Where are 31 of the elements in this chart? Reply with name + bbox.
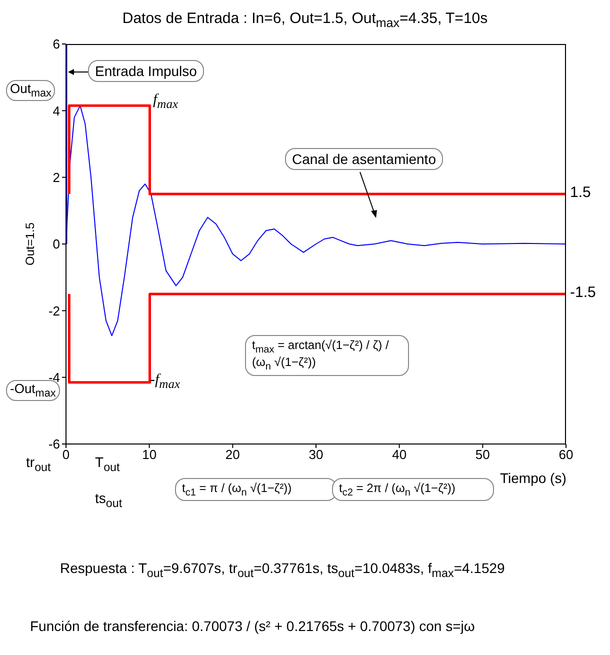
x-tick-label: 50 <box>475 447 490 462</box>
annotation: Canal de asentamiento <box>285 148 443 170</box>
x-tick-label: 10 <box>142 447 157 462</box>
annotation: Entrada Impulso <box>88 60 204 82</box>
chart-title: Datos de Entrada : In=6, Out=1.5, Out$_{max}$=4.35, T=10s <box>121 10 489 30</box>
text: ts$_{out}$ <box>95 490 122 510</box>
annotation: t$_{max}$ = arctan(√(1−ζ²) / ζ) / (ω$_{n}$ √(1−ζ²)) <box>245 335 409 376</box>
y-axis-title: Out=1.5 <box>23 222 37 266</box>
y-tick-label: 0 <box>52 236 60 252</box>
text: Out$_{max}$ <box>6 80 56 101</box>
y-tick-label: -2 <box>48 303 60 318</box>
annotation: f$_{max}$ <box>153 92 178 112</box>
x-axis-title: Tiempo (s) <box>500 470 566 486</box>
annotation: -f$_{max}$ <box>150 372 180 392</box>
text: t$_{c1}$ = π / (ω$_{n}$ √(1−ζ²)) <box>175 478 337 502</box>
x-tick-label: 60 <box>558 447 574 462</box>
text: -1.5 <box>570 284 596 301</box>
text: tr$_{out}$ <box>26 454 51 474</box>
text: Función de transferencia: 0.70073 / (s² + 0.21765s + 0.70073) con s=jω <box>30 618 475 634</box>
y-tick-label: 4 <box>52 103 60 118</box>
x-tick-label: 20 <box>225 447 240 462</box>
text: T$_{out}$ <box>95 454 120 474</box>
y-tick-label: -6 <box>48 436 60 452</box>
x-tick-label: 40 <box>392 447 407 462</box>
y-tick-label: 6 <box>52 36 60 52</box>
x-tick-label: 30 <box>308 447 324 462</box>
x-tick-label: 0 <box>62 447 70 462</box>
text: Respuesta : T$_{out}$=9.6707s, tr$_{out}$=0.37761s, ts$_{out}$=10.0483s, f$_{max}$=4.1529 <box>60 560 505 580</box>
text: 1.5 <box>570 184 591 201</box>
y-tick-label: 2 <box>52 170 60 185</box>
text: t$_{c2}$ = 2π / (ω$_{n}$ √(1−ζ²)) <box>332 478 494 502</box>
